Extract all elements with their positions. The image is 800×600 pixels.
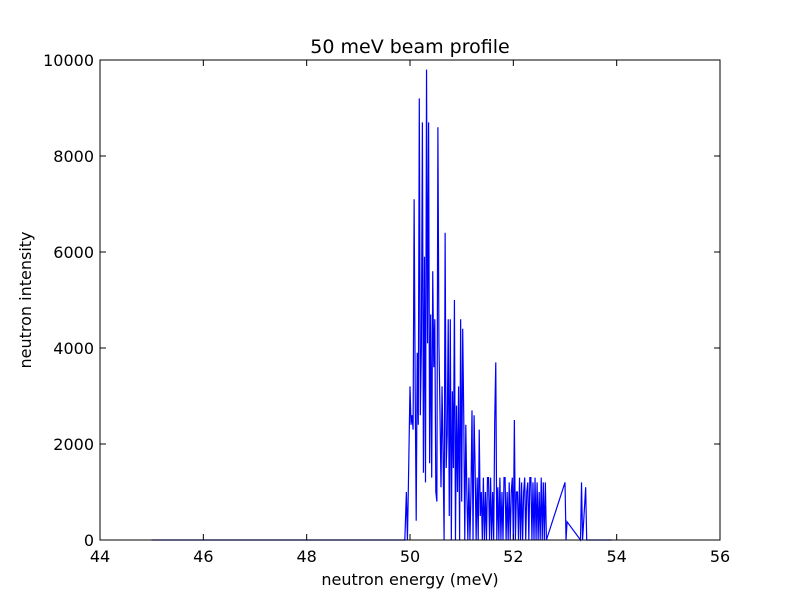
y-axis: 0 2000 4000 6000 8000 10000 <box>43 51 720 550</box>
y-tick-label: 10000 <box>43 51 94 70</box>
x-tick-label: 44 <box>90 547 110 566</box>
y-tick-label: 0 <box>84 531 94 550</box>
x-tick-label: 56 <box>710 547 730 566</box>
series-line <box>151 69 612 542</box>
chart-title: 50 meV beam profile <box>310 36 509 58</box>
x-tick-label: 48 <box>296 547 316 566</box>
y-tick-label: 6000 <box>53 243 94 262</box>
series-layer <box>151 69 612 542</box>
x-tick-label: 54 <box>606 547 626 566</box>
y-tick-label: 2000 <box>53 435 94 454</box>
y-tick-label: 8000 <box>53 147 94 166</box>
y-axis-label: neutron intensity <box>16 231 35 368</box>
x-tick-label: 52 <box>503 547 523 566</box>
y-tick-label: 4000 <box>53 339 94 358</box>
x-axis: 44 46 48 50 52 54 56 <box>90 60 730 566</box>
x-axis-label: neutron energy (meV) <box>321 570 498 589</box>
x-tick-label: 46 <box>193 547 213 566</box>
x-tick-label: 50 <box>400 547 420 566</box>
